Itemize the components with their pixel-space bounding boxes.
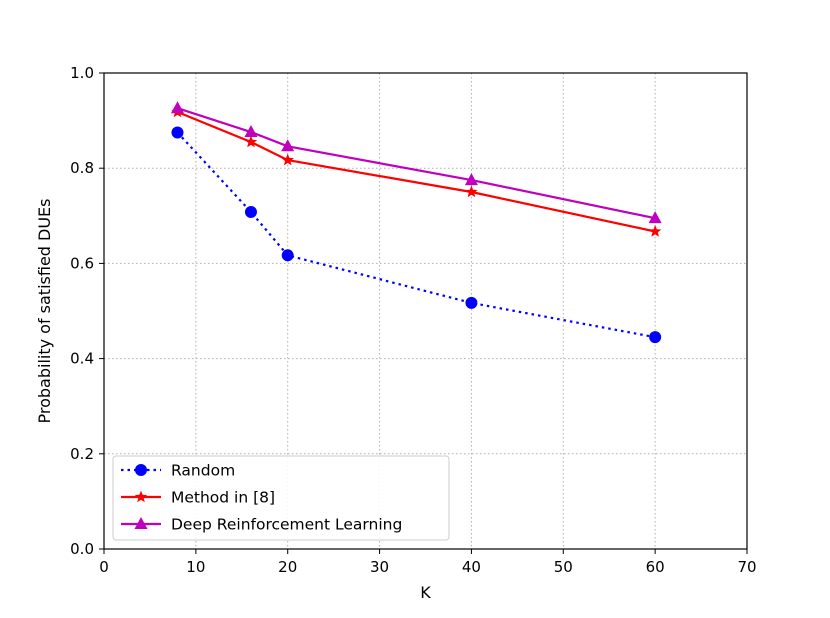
legend-label: Method in [8]	[171, 489, 275, 507]
legend: Random Method in [8] Deep Reinforcement Le…	[112, 455, 450, 541]
x-tick-label: 10	[186, 558, 205, 576]
legend-label: Deep Reinforcement Learning	[171, 516, 402, 534]
series-2	[170, 101, 662, 224]
y-tick-label: 0.8	[70, 159, 94, 177]
x-tick-label: 20	[278, 558, 297, 576]
x-tick-label: 60	[646, 558, 665, 576]
legend-box	[112, 455, 450, 541]
data-point	[244, 135, 258, 148]
x-axis-label: K	[420, 583, 431, 602]
legend-label: Random	[171, 462, 235, 480]
axis-ticks: 0 10 20 30 40 50 60 70 0.0 0.2 0.4 0.6 0.8 1.0	[70, 64, 756, 576]
legend-entry: Method in [8]	[121, 489, 275, 507]
data-point	[170, 101, 184, 114]
x-tick-label: 40	[462, 558, 481, 576]
y-tick-label: 1.0	[70, 64, 94, 82]
data-point	[464, 173, 478, 186]
data-point	[648, 225, 662, 237]
legend-marker	[134, 490, 148, 503]
x-tick-label: 50	[554, 558, 573, 576]
legend-marker	[134, 517, 148, 529]
legend-entry: Deep Reinforcement Learning	[121, 516, 402, 534]
series-line	[177, 107, 656, 220]
data-point	[244, 125, 258, 138]
data-point	[465, 185, 478, 198]
legend-marker	[135, 464, 147, 476]
y-axis-label: Probability of satisfied DUEs	[35, 198, 54, 423]
data-point	[465, 296, 478, 309]
series-line	[176, 131, 656, 339]
series-1	[171, 105, 662, 237]
data-point	[171, 126, 184, 139]
y-tick-label: 0.0	[70, 540, 94, 558]
data-point	[281, 139, 295, 152]
data-point	[648, 211, 662, 224]
x-tick-label: 70	[737, 558, 756, 576]
y-tick-label: 0.2	[70, 445, 94, 463]
y-tick-label: 0.4	[70, 350, 94, 368]
legend-entry: Random	[121, 462, 235, 480]
data-point	[281, 249, 294, 262]
data-point	[244, 205, 257, 218]
x-tick-label: 0	[99, 558, 109, 576]
data-point	[649, 331, 662, 344]
data-point	[281, 153, 294, 166]
x-tick-label: 30	[370, 558, 389, 576]
series-0	[171, 126, 662, 344]
series-layer	[170, 101, 662, 344]
plot-frame	[103, 72, 748, 550]
y-tick-label: 0.6	[70, 254, 94, 272]
